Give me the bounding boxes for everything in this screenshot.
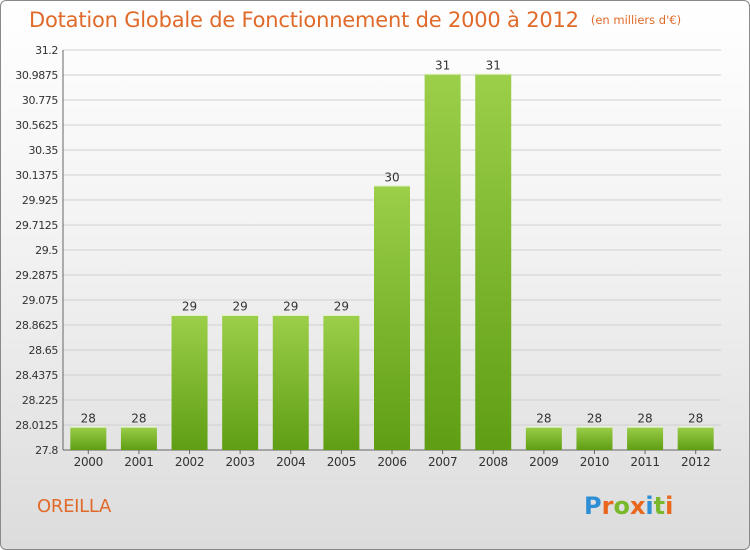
bar — [424, 73, 461, 450]
bar — [70, 426, 107, 450]
logo-letter: i — [645, 492, 654, 520]
proxiti-logo: Proxiti — [584, 492, 673, 520]
bar — [475, 73, 512, 450]
y-tick-label: 31.2 — [35, 44, 58, 57]
x-tick-label: 2011 — [630, 455, 659, 469]
bar-value-label: 29 — [283, 300, 298, 314]
bar — [576, 426, 613, 450]
y-tick-label: 30.35 — [29, 144, 59, 157]
y-tick-label: 28.0125 — [15, 419, 58, 432]
logo-letter: i — [665, 492, 674, 520]
bar-value-label: 28 — [688, 411, 703, 425]
y-tick-label: 29.925 — [22, 194, 58, 207]
chart-title: Dotation Globale de Fonctionnement de 20… — [29, 8, 681, 32]
y-tick-label: 29.5 — [35, 244, 58, 257]
logo-letter: x — [629, 492, 646, 520]
y-tick-label: 27.8 — [35, 444, 58, 457]
bar-value-label: 31 — [486, 59, 501, 73]
x-tick-label: 2006 — [377, 455, 406, 469]
x-tick-label: 2007 — [428, 455, 457, 469]
logo-letter: r — [601, 492, 614, 520]
x-tick-label: 2009 — [529, 455, 558, 469]
bar-value-label: 28 — [131, 411, 146, 425]
bar-value-label: 31 — [435, 59, 450, 73]
y-tick-label: 28.225 — [22, 394, 58, 407]
bar-value-label: 29 — [334, 300, 349, 314]
y-tick-label: 29.2875 — [15, 269, 58, 282]
logo-letter: P — [584, 492, 602, 520]
chart-title-text: Dotation Globale de Fonctionnement de 20… — [29, 8, 579, 32]
bar-value-label: 29 — [182, 300, 197, 314]
logo-letter: o — [613, 492, 630, 520]
bar-value-label: 30 — [384, 170, 399, 184]
x-tick-label: 2010 — [580, 455, 609, 469]
bar-value-label: 28 — [637, 411, 652, 425]
bar — [627, 426, 664, 450]
bar — [677, 426, 714, 450]
x-tick-label: 2002 — [175, 455, 204, 469]
bar — [272, 314, 309, 450]
x-tick-label: 2003 — [225, 455, 254, 469]
y-tick-label: 28.8625 — [15, 319, 58, 332]
y-tick-label: 29.075 — [22, 294, 58, 307]
x-tick-label: 2001 — [124, 455, 153, 469]
bar — [525, 426, 562, 450]
y-tick-label: 30.5625 — [15, 119, 58, 132]
y-tick-label: 28.65 — [29, 344, 59, 357]
bar — [120, 426, 157, 450]
bar-value-label: 29 — [233, 300, 248, 314]
y-tick-label: 30.1375 — [15, 169, 58, 182]
bar — [323, 314, 360, 450]
bar — [171, 314, 208, 450]
bar — [222, 314, 259, 450]
y-tick-label: 29.7125 — [15, 219, 58, 232]
chart-unit: (en milliers d'€) — [590, 13, 682, 27]
x-tick-label: 2000 — [74, 455, 103, 469]
bar-value-label: 28 — [536, 411, 551, 425]
x-tick-label: 2004 — [276, 455, 305, 469]
bar-value-label: 28 — [587, 411, 602, 425]
x-tick-label: 2012 — [681, 455, 710, 469]
logo-letter: t — [653, 492, 666, 520]
y-tick-label: 28.4375 — [15, 369, 58, 382]
bar-value-label: 28 — [81, 411, 96, 425]
x-tick-label: 2005 — [327, 455, 356, 469]
x-tick-label: 2008 — [479, 455, 508, 469]
commune-name: OREILLA — [37, 496, 112, 517]
bar — [374, 185, 410, 450]
y-tick-label: 30.9875 — [15, 69, 58, 82]
y-tick-label: 30.775 — [22, 94, 58, 107]
